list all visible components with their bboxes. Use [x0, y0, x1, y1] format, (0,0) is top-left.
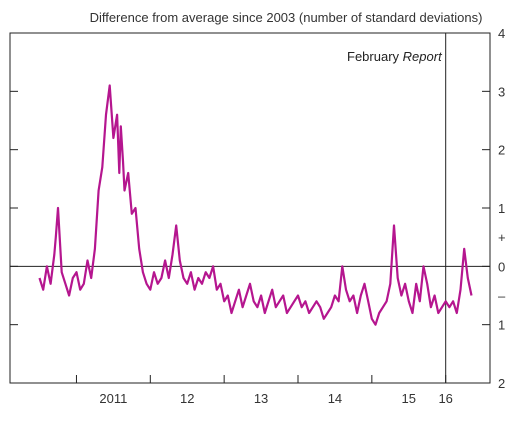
right-tick-label-5: 0: [498, 259, 505, 274]
right-tick-label-0: 4: [498, 26, 505, 41]
series-line-0: [38, 84, 473, 326]
y-axis-left: [10, 90, 18, 326]
x-tick-label-1: 2011: [99, 391, 127, 406]
x-tick-label-3: 13: [254, 391, 268, 406]
right-tick-label-1: 3: [498, 84, 505, 99]
y-axis-title: Difference from average since 2003 (numb…: [90, 10, 483, 25]
right-tick-label-6: –: [498, 289, 506, 304]
annotation-text-italic: Report: [403, 49, 443, 64]
x-axis: 2011 12 13 14 15 16: [75, 375, 453, 406]
annotation-text: February: [347, 49, 400, 64]
x-tick-label-6: 16: [438, 391, 452, 406]
annotation-label: February Report: [347, 49, 443, 64]
right-tick-label-3: 1: [498, 201, 505, 216]
x-tick-label-4: 14: [328, 391, 342, 406]
y-axis-right: 4 3 2 1 +0 – 1 2: [482, 26, 506, 391]
right-tick-label-8: 2: [498, 376, 505, 391]
x-tick-label-5: 15: [402, 391, 416, 406]
right-tick-label-4: +: [498, 230, 506, 245]
right-tick-label-7: 1: [498, 318, 505, 333]
x-tick-label-2: 12: [180, 391, 194, 406]
series-group: [38, 84, 473, 326]
plot-area: [9, 32, 491, 384]
right-tick-label-2: 2: [498, 143, 505, 158]
